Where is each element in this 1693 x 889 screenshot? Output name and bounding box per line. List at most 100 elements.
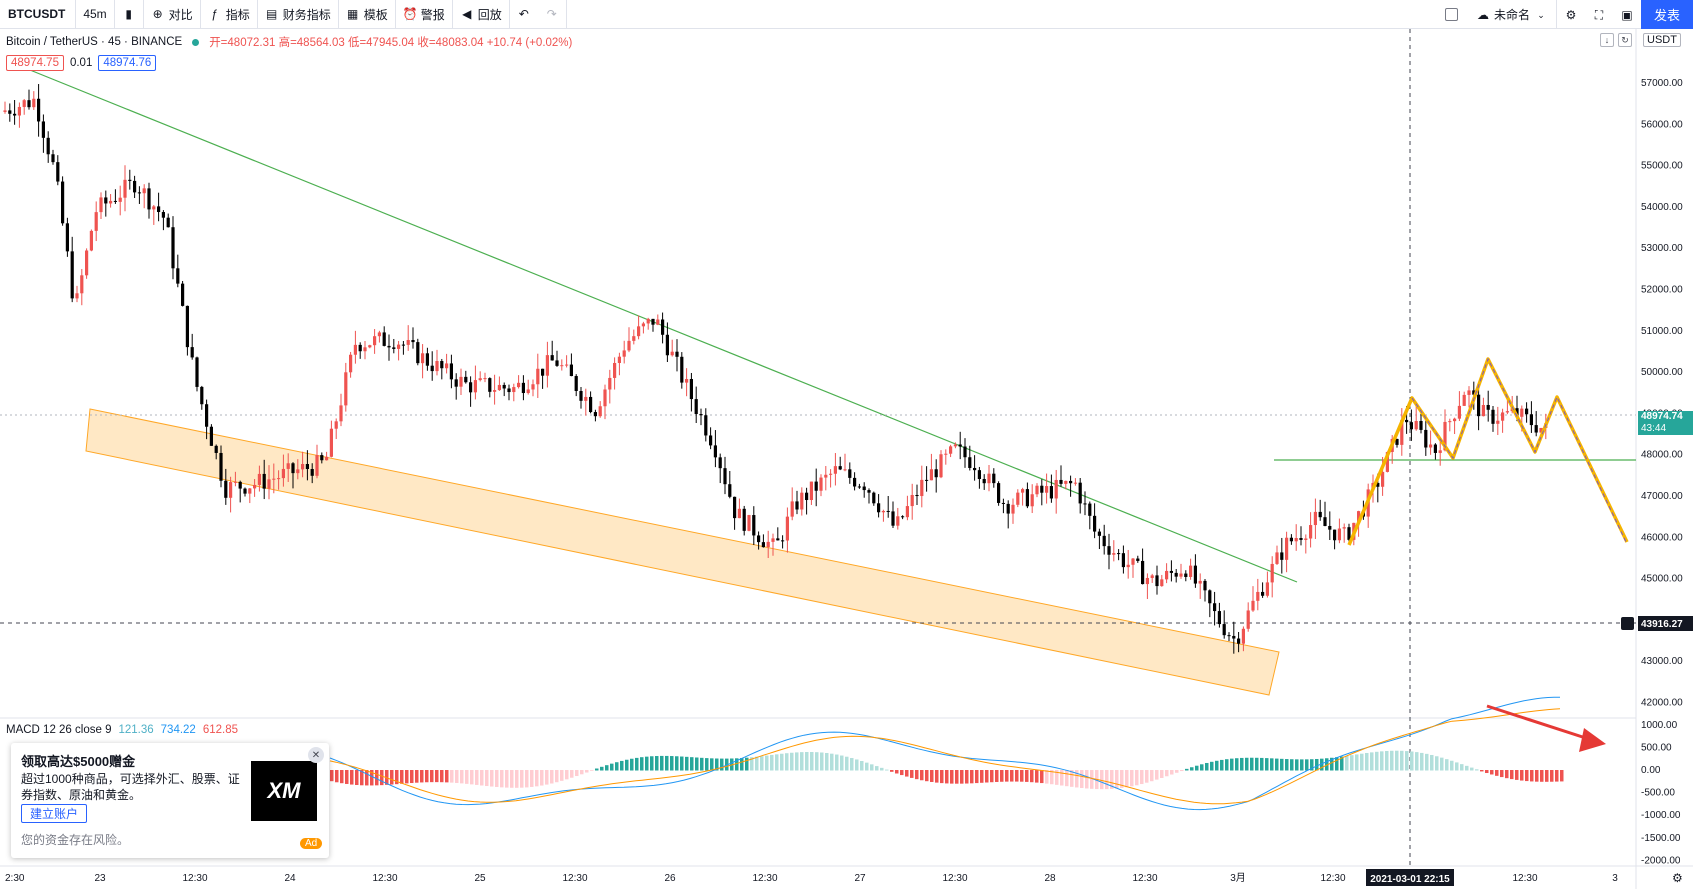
macd-histogram-bar [1080, 770, 1084, 789]
symbol-search[interactable]: BTCUSDT [0, 0, 77, 29]
annotation-arrow[interactable] [1486, 704, 1599, 744]
macd-histogram-bar [1360, 753, 1364, 771]
candle-body [1438, 450, 1442, 453]
fullscreen-button[interactable]: ⛶ [1585, 0, 1613, 29]
undo-button[interactable]: ↶ [510, 0, 538, 29]
macd-histogram-bar [455, 770, 459, 783]
refresh-icon[interactable]: ↻ [1618, 33, 1632, 47]
scroll-down-icon[interactable]: ↓ [1600, 33, 1614, 47]
falling-channel[interactable] [85, 408, 1280, 696]
macd-histogram-bar [695, 757, 699, 771]
macd-histogram-bar [1550, 770, 1554, 782]
ask-price[interactable]: 48974.76 [98, 55, 157, 71]
candle-body [32, 98, 36, 108]
candle-body [541, 368, 545, 376]
candle-body [1237, 638, 1241, 644]
layout-name-label: 未命名 [1493, 8, 1530, 22]
replay-button[interactable]: ◀ 回放 [453, 0, 510, 29]
candle-body [339, 405, 343, 422]
macd-histogram-bar [835, 754, 839, 771]
compare-button[interactable]: ⊕ 对比 [144, 0, 201, 29]
candle-body [867, 490, 871, 493]
bid-price[interactable]: 48974.75 [6, 55, 64, 71]
layout-name-dropdown[interactable]: ☁ 未命名 ⌄ [1468, 0, 1557, 29]
multi-select-checkbox[interactable] [1444, 8, 1458, 21]
ad-open-account-button[interactable]: 建立账户 [21, 804, 88, 823]
crosshair-price-marker [1638, 616, 1693, 631]
close-icon[interactable]: ✕ [308, 747, 324, 763]
candle-body [104, 197, 108, 204]
add-alert-icon[interactable] [1621, 617, 1634, 630]
candle-body [315, 455, 319, 476]
template-icon: ▦ [347, 7, 359, 21]
candle-body [267, 479, 271, 489]
macd-histogram-bar [1395, 750, 1399, 771]
alert-label: 警报 [420, 7, 445, 22]
candle-body [718, 457, 722, 469]
macd-histogram-bar [1405, 751, 1409, 771]
candle-body [1189, 565, 1193, 577]
price-chart[interactable]: 57000.00 56000.00 55000.00 54000.00 53000.00… [0, 29, 1693, 889]
candle-body [1150, 575, 1154, 578]
templates-button[interactable]: ▦ 模板 [339, 0, 396, 29]
time-tick-label: 3 [1612, 873, 1618, 884]
alert-button[interactable]: ⏰ 警报 [396, 0, 453, 29]
settings-button[interactable]: ⚙ [1557, 0, 1585, 29]
macd-histogram-bar [1110, 770, 1114, 789]
candle-body [997, 483, 1001, 503]
publish-button[interactable]: 发表 [1641, 0, 1693, 29]
interval-selector[interactable]: 45m [76, 0, 115, 29]
macd-tick-label: -500.00 [1641, 788, 1675, 799]
macd-histogram-bar [1380, 751, 1384, 771]
macd-histogram-bar [1010, 770, 1014, 782]
candle-body [171, 227, 175, 269]
bid-ask-spread: 48974.75 0.01 48974.76 [6, 55, 157, 71]
candle-body [1424, 429, 1428, 448]
macd-histogram-bar [355, 770, 359, 786]
macd-histogram-bar [1430, 754, 1434, 771]
price-tick-label: 56000.00 [1641, 119, 1683, 130]
macd-histogram-bar [1325, 758, 1329, 771]
candle-body [1472, 390, 1476, 395]
redo-button[interactable]: ↷ [538, 0, 567, 29]
candle-body [665, 334, 669, 356]
macd-histogram-bar [565, 770, 569, 780]
candle-body [680, 356, 684, 383]
candle-body [905, 506, 909, 518]
indicators-button[interactable]: ƒ 指标 [201, 0, 258, 29]
candle-body [373, 336, 377, 346]
macd-histogram-bar [535, 770, 539, 787]
macd-histogram-bar [1365, 753, 1369, 771]
macd-histogram-bar [610, 763, 614, 771]
macd-histogram-bar [1245, 757, 1249, 771]
candle-body [99, 197, 103, 213]
macd-histogram-bar [950, 770, 954, 784]
candle-body [1131, 558, 1135, 565]
time-tick-label: 26 [664, 873, 676, 884]
candle-body [488, 378, 492, 392]
macd-histogram-bar [400, 770, 404, 784]
currency-label[interactable]: USDT [1643, 33, 1681, 47]
candle-body [521, 382, 525, 394]
candle-body [493, 390, 497, 392]
candle-body [185, 305, 189, 348]
macd-histogram-bar [1135, 770, 1139, 786]
candle-body [435, 361, 439, 372]
candle-body [137, 192, 141, 194]
harmonic-pattern[interactable] [1347, 357, 1629, 546]
candle-body [670, 351, 674, 356]
macd-histogram-bar [375, 770, 379, 786]
candle-body [1083, 503, 1087, 505]
snapshot-button[interactable]: ▣ [1613, 0, 1641, 29]
macd-histogram-bar [1120, 770, 1124, 788]
chart-type-button[interactable]: ▮ [115, 0, 144, 29]
candle-body [253, 484, 257, 489]
financials-button[interactable]: ▤ 财务指标 [258, 0, 339, 29]
macd-histogram-bar [1370, 752, 1374, 771]
candle-body [1309, 525, 1313, 539]
macd-histogram-bar [790, 752, 794, 771]
macd-histogram-bar [1460, 764, 1464, 771]
macd-histogram-bar [1345, 755, 1349, 771]
macd-histogram-bar [550, 770, 554, 784]
macd-histogram-bar [705, 758, 709, 771]
